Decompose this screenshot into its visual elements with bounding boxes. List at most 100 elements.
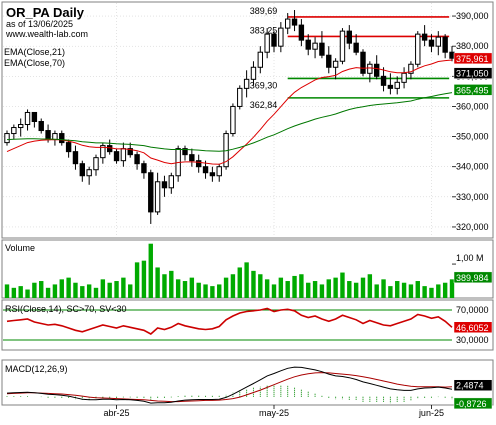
ema70-marker-box: [453, 84, 493, 96]
candle-up: [52, 133, 58, 141]
candle-down: [353, 42, 359, 53]
volume-bar: [59, 279, 64, 298]
candle-up: [93, 157, 99, 171]
volume-bar: [395, 281, 400, 298]
x-tick-label: may-25: [259, 408, 289, 418]
macd-hist-marker-box: [453, 397, 493, 410]
volume-bar: [360, 277, 366, 298]
candle-down: [45, 130, 51, 141]
volume-bar: [66, 277, 71, 298]
volume-bar: [11, 287, 17, 298]
legend-ema70: EMA(Close,70): [4, 58, 65, 68]
price-last-value-markers: 375,961 371,050 365,495: [453, 52, 493, 96]
candle-down: [326, 54, 332, 68]
volume-bar: [251, 270, 256, 298]
close-marker-text: 371,050: [456, 69, 489, 79]
price-tick-label: 320,000: [456, 222, 489, 232]
candle-up: [278, 27, 284, 47]
candle-up: [243, 78, 250, 89]
candle-up: [332, 60, 339, 68]
price-candles: [4, 10, 455, 224]
x-tick-label: jun-25: [418, 408, 444, 418]
volume-bar: [155, 267, 160, 298]
volume-bar: [196, 282, 201, 298]
candle-up: [120, 148, 127, 162]
volume-bar: [244, 262, 249, 298]
candle-up: [264, 33, 270, 53]
volume-bar: [374, 284, 379, 298]
volume-bar: [312, 281, 318, 298]
candle-down: [72, 151, 79, 165]
x-tick-label: abr-25: [104, 408, 130, 418]
volume-bar: [422, 286, 427, 298]
volume-bar: [340, 272, 345, 298]
macd-hist-marker-text: -0,8726: [456, 399, 487, 409]
ema70-marker-text: 365,495: [456, 85, 489, 95]
candle-down: [134, 154, 140, 165]
candle-down: [79, 163, 86, 177]
candle-up: [100, 145, 106, 159]
volume-bar: [182, 281, 188, 298]
volume-marker-text: 389,984: [456, 273, 489, 283]
volume-bar: [162, 274, 167, 298]
candle-down: [38, 121, 44, 132]
candle-down: [141, 163, 147, 174]
volume-bar: [107, 282, 112, 298]
candle-down: [449, 51, 455, 59]
volume-marker-box: [453, 271, 493, 284]
macd-title: MACD(12,26,9): [5, 364, 68, 374]
volume-bar: [203, 284, 208, 298]
candle-down: [189, 154, 195, 162]
candle-down: [380, 75, 387, 86]
volume-bar: [128, 284, 133, 298]
price-tick-label: 380,000: [456, 41, 489, 51]
price-tick-label: 330,000: [456, 192, 489, 202]
volume-bar: [148, 243, 153, 298]
candle-down: [161, 181, 168, 189]
ema21-line: [6, 59, 453, 165]
candle-down: [195, 160, 202, 168]
candle-up: [339, 30, 346, 62]
rsi-levels: 70,0000 30,0000: [3, 305, 489, 345]
volume-bar: [52, 284, 58, 298]
rsi-level-label: 30,0000: [456, 335, 489, 345]
volume-bar: [436, 284, 441, 298]
volume-bar: [278, 277, 284, 298]
rsi-line: [6, 307, 453, 335]
price-ema-lines: [6, 59, 453, 165]
candle-down: [127, 148, 133, 156]
macd-value-marker-text: 2,4874: [456, 381, 484, 391]
volume-bar: [449, 279, 455, 298]
candle-up: [230, 105, 236, 135]
site-label: www.wealth-lab.com: [5, 29, 88, 39]
candle-down: [182, 148, 188, 156]
candle-down: [31, 111, 38, 123]
ema21-marker-box: [453, 52, 493, 65]
volume-bar: [306, 282, 311, 298]
candle-down: [305, 39, 311, 50]
volume-bar: [333, 277, 338, 298]
volume-bar: [217, 284, 222, 298]
candle-down: [106, 145, 113, 153]
volume-bar: [4, 284, 10, 298]
volume-bar: [32, 282, 37, 298]
volume-bar: [442, 282, 448, 298]
volume-bar: [141, 260, 147, 298]
candle-down: [346, 30, 353, 44]
candle-down: [428, 39, 435, 47]
candle-down: [271, 33, 277, 47]
macd-lines: [6, 366, 453, 404]
macd-signal-line: [6, 372, 453, 403]
macd-line: [6, 366, 453, 404]
volume-bar: [189, 277, 195, 298]
candle-down: [148, 172, 154, 213]
candle-up: [168, 175, 175, 189]
price-tick-label: 350,000: [456, 132, 489, 142]
candle-up: [24, 111, 31, 126]
candle-up: [4, 133, 10, 144]
candle-down: [65, 142, 72, 153]
volume-bar: [86, 284, 92, 298]
rsi-marker-text: 46,6052: [456, 323, 489, 333]
candle-down: [291, 18, 298, 26]
candle-down: [319, 42, 325, 56]
